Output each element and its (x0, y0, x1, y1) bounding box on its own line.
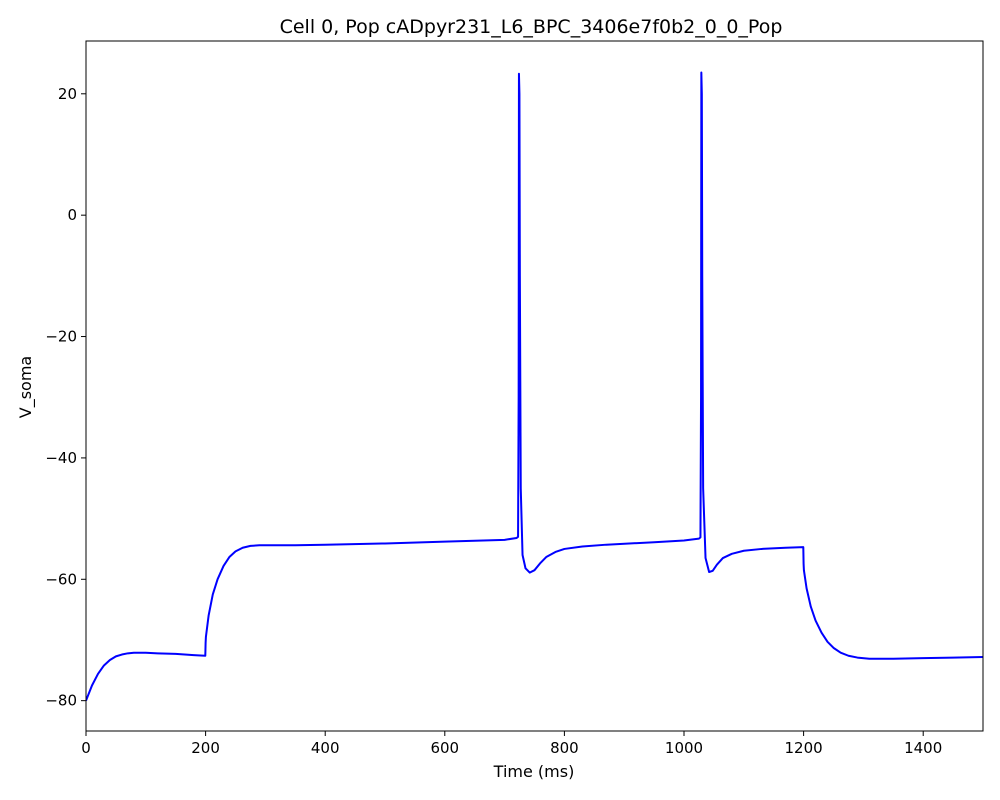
y-tick-label: 0 (67, 206, 77, 224)
y-tick-label: −40 (45, 449, 77, 467)
x-tick-label: 1400 (904, 739, 942, 757)
x-tick-label: 1200 (785, 739, 823, 757)
y-tick-label: −80 (45, 692, 77, 710)
x-tick-label: 1000 (665, 739, 703, 757)
chart-title: Cell 0, Pop cADpyr231_L6_BPC_3406e7f0b2_… (280, 16, 783, 38)
axes: 0 200 400 600 800 1000 1200 1400 −80 −60 −40 −20 0 20 (45, 40, 984, 757)
x-axis-label: Time (ms) (493, 762, 575, 781)
y-tick-label: 20 (58, 85, 77, 103)
plot-area (86, 71, 983, 702)
plot-frame (85, 40, 984, 732)
x-tick-label: 200 (191, 739, 220, 757)
series-line-0 (86, 71, 983, 702)
y-axis-label: V_soma (16, 356, 36, 418)
x-tick-label: 0 (81, 739, 91, 757)
x-tick-label: 400 (311, 739, 340, 757)
y-tick-label: −60 (45, 570, 77, 588)
x-tick-label: 800 (550, 739, 579, 757)
x-tick-label: 600 (430, 739, 459, 757)
y-tick-label: −20 (45, 328, 77, 346)
